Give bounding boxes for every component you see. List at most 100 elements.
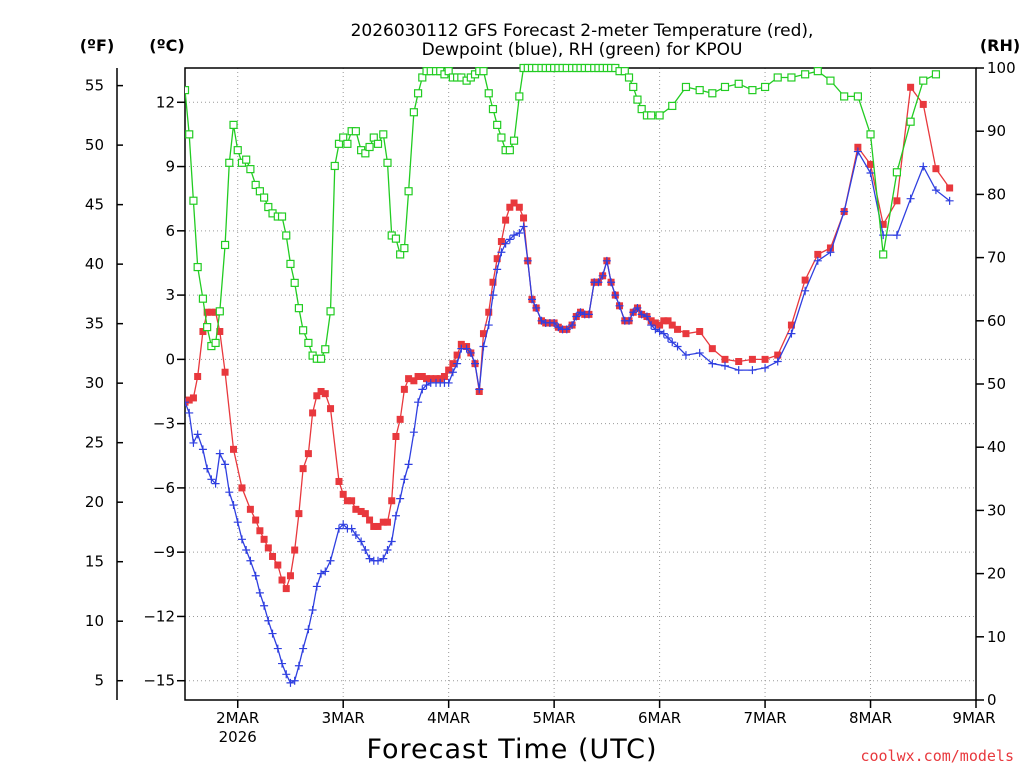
time-tick-label: 4MAR [427, 709, 470, 727]
temperature-point [656, 321, 664, 329]
rh-point [647, 111, 656, 120]
temperature-point [696, 328, 704, 336]
dewpoint-point [312, 582, 321, 591]
rh-point [444, 67, 453, 76]
celsius-tick-label: −3 [153, 415, 175, 433]
rh-point [316, 354, 326, 363]
temperature-point [414, 373, 422, 381]
dewpoint-point [488, 291, 497, 300]
temperature-point [489, 278, 497, 286]
rh-point [773, 73, 782, 82]
temperature-point [787, 321, 795, 329]
rh-point [379, 130, 388, 139]
dewpoint-point [260, 601, 269, 610]
chart-title-line-2: Dewpoint (blue), RH (green) for KPOU [422, 40, 743, 60]
temperature-point [189, 394, 197, 402]
plot-frame [184, 67, 977, 701]
dewpoint-point [919, 162, 928, 171]
time-tick-label: 3MAR [322, 709, 365, 727]
rh-point [681, 82, 691, 92]
dewpoint-point [215, 449, 224, 458]
temperature-point [647, 317, 655, 325]
temperature-point [317, 387, 325, 395]
rh-point [185, 130, 194, 139]
data-series [185, 63, 954, 687]
rh-point [185, 86, 190, 95]
temperature-point [212, 308, 220, 316]
dewpoint-point [637, 310, 646, 319]
dewpoint-point [945, 196, 954, 205]
temperature-point [457, 340, 465, 348]
rh-point [826, 76, 835, 85]
rh-point [225, 158, 234, 167]
temperature-point [339, 490, 347, 498]
dewpoint-point [233, 518, 242, 527]
rh-point [633, 95, 642, 104]
rh-point [294, 304, 304, 313]
dewpoint-point [189, 438, 198, 447]
dewpoint-point [537, 316, 546, 325]
temperature-point [383, 518, 391, 526]
dewpoint-point [840, 207, 849, 216]
temperature-point [453, 351, 461, 359]
temperature-point [286, 572, 294, 580]
dewpoint-point [339, 520, 348, 529]
dewpoint-point [282, 670, 291, 679]
temperature-point [313, 392, 321, 400]
dewpoint-point [273, 644, 282, 653]
dewpoint-point [294, 661, 303, 670]
temperature-point [735, 358, 743, 366]
dewpoint-point [572, 312, 581, 321]
dewpoint-point [562, 325, 571, 334]
temperature-point [660, 317, 668, 325]
rh-point [326, 307, 335, 316]
dewpoint-point [668, 338, 677, 347]
temperature-point [774, 351, 782, 359]
temperature-point [436, 375, 444, 383]
temperature-point [748, 355, 756, 363]
rh-point [383, 158, 392, 167]
dewpoint-point [734, 366, 743, 375]
dewpoint-point [527, 295, 536, 304]
rh-point [400, 244, 409, 253]
rh-point [286, 259, 295, 269]
rh-point [203, 323, 212, 332]
dewpoint-point [532, 303, 541, 312]
temperature-point [485, 308, 493, 316]
rh-point [497, 133, 506, 142]
temperature-point [278, 576, 286, 584]
time-tick-label: 8MAR [849, 709, 892, 727]
series-line-dewpoint [185, 149, 951, 684]
dewpoint-point [198, 445, 207, 454]
dewpoint-point [299, 644, 308, 653]
dewpoint-point [317, 569, 326, 578]
temperature-point [721, 355, 729, 363]
dewpoint-point [611, 291, 620, 300]
rh-point [629, 82, 638, 92]
dewpoint-point [448, 368, 457, 377]
dewpoint-point [906, 194, 915, 203]
temperature-point [299, 465, 307, 473]
temperature-point [291, 546, 299, 554]
temperature-point [370, 522, 378, 530]
dewpoint-point [242, 546, 251, 555]
temperature-point [814, 250, 822, 258]
rh-tick-label: 30 [987, 501, 1006, 519]
dewpoint-point [598, 271, 607, 280]
temperature-point [327, 405, 335, 413]
rh-point [299, 326, 308, 335]
rh-point [391, 234, 401, 243]
rh-point [369, 133, 378, 142]
fahrenheit-tick-label: 30 [85, 374, 104, 392]
dewpoint-point [633, 303, 642, 312]
dewpoint-point [466, 348, 475, 357]
temperature-point [427, 375, 435, 383]
dewpoint-point [409, 428, 418, 437]
temperature-point [801, 276, 809, 284]
dewpoint-point [462, 344, 471, 353]
rh-tick-label: 80 [987, 185, 1006, 203]
temperature-point [216, 328, 224, 336]
fahrenheit-tick-label: 5 [94, 672, 104, 690]
